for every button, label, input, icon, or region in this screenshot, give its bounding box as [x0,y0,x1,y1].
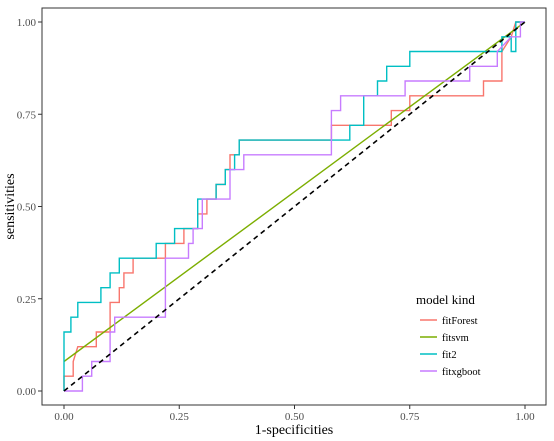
legend-title: model kind [416,292,475,307]
x-tick-label: 0.50 [285,411,305,423]
series-line-fit2 [63,21,525,391]
y-tick-label: 0.50 [17,202,37,214]
x-tick-label: 0.75 [400,411,420,423]
axes-layer: 0.00 0.25 0.50 0.75 1.00 0.00 0.25 0.50 0.75 1.00 [17,17,535,423]
x-axis-title: 1-specificities [255,423,334,438]
y-axis-title: sensitivities [3,173,18,239]
y-tick-label: 0.75 [17,109,37,121]
legend-label-fit2: fit2 [442,350,457,361]
legend-label-fitforest: fitForest [442,316,478,327]
legend-label-fitsvm: fitsvm [442,333,469,344]
x-tick-label: 0.00 [54,411,74,423]
series-line-fitxgboot [64,21,525,392]
legend-label-fitxgboot: fitxgboot [442,367,481,378]
y-tick-label: 0.00 [17,386,37,398]
y-tick-label: 1.00 [17,17,37,29]
x-tick-label: 0.25 [170,411,190,423]
series-layer [63,21,526,392]
legend: model kind fitForest fitsvm fit2 fitxgboot [416,292,481,378]
x-tick-label: 1.00 [515,411,535,423]
y-tick-label: 0.25 [17,294,37,306]
series-line-fitsvm [63,21,526,363]
